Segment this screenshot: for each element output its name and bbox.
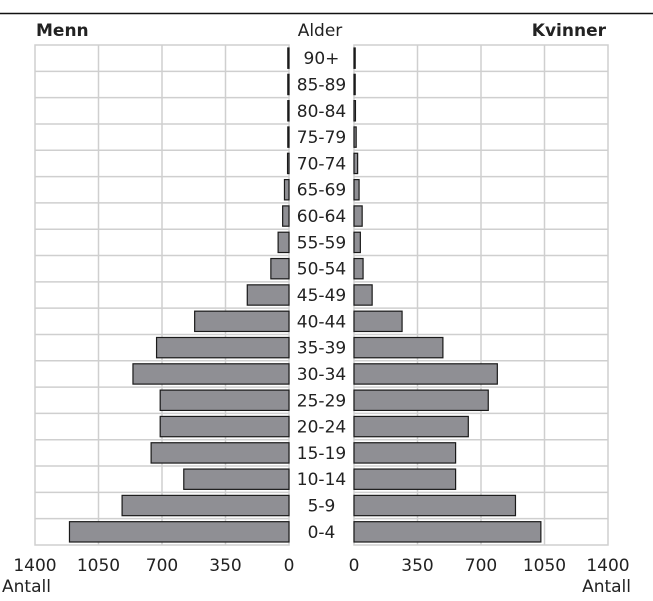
- women-bar-30-34: [353, 363, 498, 385]
- men-tick-label: 0: [284, 556, 295, 576]
- age-label-65-69: 65-69: [297, 181, 346, 201]
- age-label-20-24: 20-24: [297, 418, 346, 438]
- men-bar-90+: [287, 47, 290, 69]
- men-bar-85-89: [287, 73, 290, 96]
- men-tick-label: 1400: [13, 556, 56, 576]
- men-bar-25-29: [159, 389, 290, 412]
- men-bar-20-24: [159, 415, 290, 438]
- age-label-30-34: 30-34: [297, 365, 346, 385]
- women-panel: [353, 44, 609, 546]
- women-bar-60-64: [353, 205, 363, 227]
- age-label-10-14: 10-14: [297, 470, 346, 490]
- age-label-50-54: 50-54: [297, 260, 346, 280]
- women-bar-80-84: [353, 100, 357, 122]
- women-bar-15-19: [353, 442, 457, 464]
- age-label-85-89: 85-89: [297, 75, 346, 95]
- age-label-80-84: 80-84: [297, 102, 346, 122]
- men-panel: [34, 44, 290, 546]
- age-label-90+: 90+: [304, 49, 340, 69]
- men-bar-45-49: [246, 284, 290, 306]
- men-bar-15-19: [150, 442, 290, 464]
- women-bar-40-44: [353, 310, 403, 333]
- women-bar-90+: [353, 47, 356, 69]
- women-bar-85-89: [353, 73, 356, 96]
- women-tick-label: 1400: [586, 556, 629, 576]
- women-bar-5-9: [353, 494, 517, 517]
- age-label-0-4: 0-4: [308, 523, 336, 543]
- women-bar-55-59: [353, 231, 361, 254]
- men-bar-75-79: [287, 126, 290, 148]
- women-tick-label: 1050: [523, 556, 566, 576]
- right-axis-label: Antall: [582, 577, 631, 597]
- men-tick-label: 1050: [77, 556, 120, 576]
- men-bar-10-14: [183, 468, 290, 490]
- men-bar-65-69: [283, 178, 290, 201]
- men-bar-80-84: [287, 100, 290, 122]
- men-bar-70-74: [286, 152, 290, 175]
- men-tick-label: 700: [146, 556, 178, 576]
- age-label-45-49: 45-49: [297, 286, 346, 306]
- age-label-55-59: 55-59: [297, 233, 346, 253]
- axis-ticks: 1400 1050 700 350 0 0 350 700 1050 1400: [13, 556, 629, 576]
- age-label-40-44: 40-44: [297, 312, 346, 332]
- men-bar-40-44: [194, 310, 290, 333]
- left-axis-label: Antall: [2, 577, 51, 597]
- women-bar-70-74: [353, 152, 359, 175]
- men-bar-30-34: [132, 363, 290, 385]
- women-tick-label: 700: [465, 556, 497, 576]
- men-bar-50-54: [270, 257, 290, 280]
- men-bar-0-4: [68, 521, 290, 543]
- age-label-25-29: 25-29: [297, 391, 346, 411]
- women-bar-75-79: [353, 126, 357, 148]
- men-bar-5-9: [121, 494, 290, 517]
- women-bar-0-4: [353, 521, 542, 543]
- women-bar-10-14: [353, 468, 457, 490]
- women-tick-label: 0: [349, 556, 360, 576]
- men-tick-label: 350: [209, 556, 241, 576]
- age-label-70-74: 70-74: [297, 154, 346, 174]
- age-label-5-9: 5-9: [308, 497, 336, 517]
- women-bar-50-54: [353, 257, 364, 280]
- age-group-labels: 0-4 5-9 10-14 15-19 20-24 25-29 30-34 35-39 40-4…: [297, 49, 346, 543]
- age-label-60-64: 60-64: [297, 207, 346, 227]
- age-label-75-79: 75-79: [297, 128, 346, 148]
- men-bar-35-39: [155, 336, 290, 359]
- women-tick-label: 350: [401, 556, 433, 576]
- men-bar-55-59: [277, 231, 290, 254]
- age-label-15-19: 15-19: [297, 444, 346, 464]
- women-bar-35-39: [353, 336, 444, 359]
- women-bar-65-69: [353, 178, 360, 201]
- age-title: Alder: [298, 21, 343, 41]
- women-bar-45-49: [353, 284, 373, 306]
- men-bar-60-64: [282, 205, 290, 227]
- age-label-35-39: 35-39: [297, 339, 346, 359]
- men-title: Menn: [36, 21, 89, 41]
- women-title: Kvinner: [532, 21, 607, 41]
- women-bar-25-29: [353, 389, 489, 412]
- women-bar-20-24: [353, 415, 469, 438]
